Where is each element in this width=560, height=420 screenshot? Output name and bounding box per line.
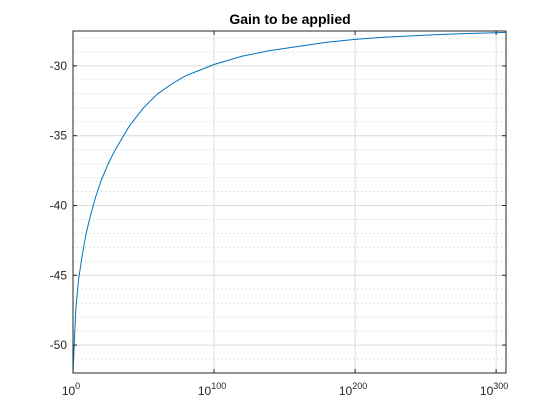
chart-title: Gain to be applied (229, 11, 350, 27)
plot-area-border (72, 30, 507, 374)
series-layer (72, 31, 507, 374)
x-tick-label: 10300 (480, 381, 508, 398)
x-axis-tick-labels: 100 10100 10200 10300 (62, 381, 509, 398)
y-axis-tick-labels: -30 -35 -40 -45 -50 (50, 59, 68, 352)
y-tick-label: -50 (50, 338, 68, 352)
x-tick-label: 10200 (339, 381, 367, 398)
y-tick-label: -45 (50, 268, 68, 282)
y-tick-label: -35 (50, 129, 68, 143)
y-tick-label: -30 (50, 59, 68, 73)
major-grid (73, 31, 506, 373)
axis-ticks (72, 31, 506, 373)
series-line-0 (72, 31, 507, 374)
x-tick-label: 100 (62, 381, 80, 398)
minor-grid (73, 37, 506, 374)
x-tick-label: 10100 (198, 381, 226, 398)
y-tick-label: -40 (50, 198, 68, 212)
